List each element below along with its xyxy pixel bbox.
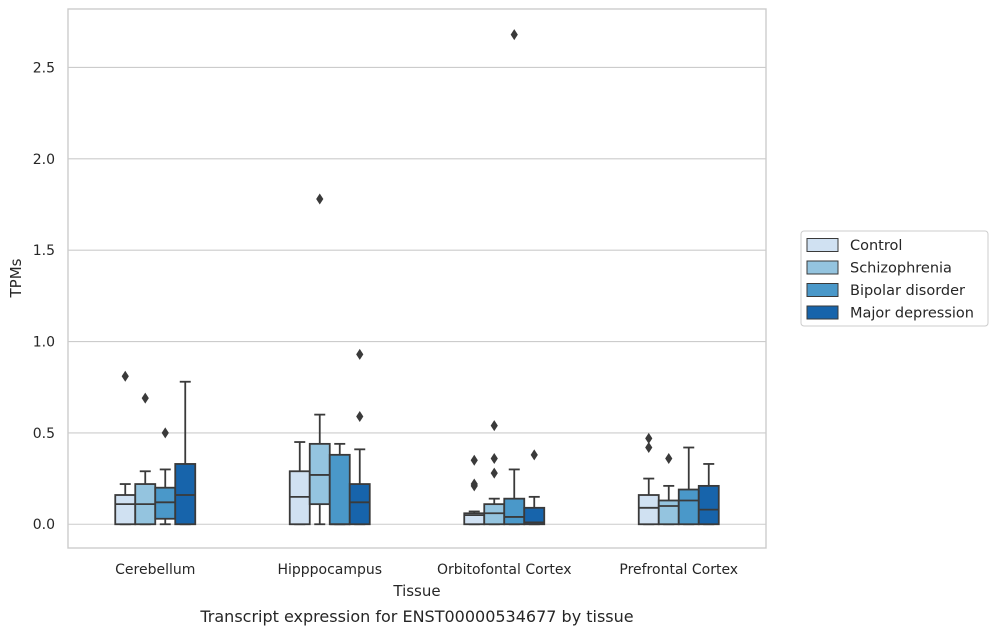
box-control	[288, 441, 311, 526]
outlier-point	[121, 370, 129, 382]
box-body	[154, 486, 177, 520]
x-tick-label: Cerebellum	[115, 562, 195, 578]
y-tick-label: 0.0	[33, 517, 55, 533]
box-major-depression	[348, 348, 371, 526]
box-body	[677, 488, 700, 526]
box-bipolar-disorder	[328, 442, 351, 526]
box-schizophrenia	[657, 452, 680, 526]
box-major-depression	[174, 380, 197, 526]
legend: Control Schizophrenia Bipolar disorder Majo…	[800, 230, 989, 327]
legend-label: Schizophrenia	[850, 261, 952, 277]
box-control	[463, 454, 486, 526]
y-axis-label: TPMs	[7, 258, 25, 298]
plot-area-frame	[67, 8, 767, 549]
y-axis-ticks: 0.0 0.5 1.0 1.5 2.0 2.5	[33, 60, 55, 533]
box-body	[523, 506, 546, 526]
y-tick-label: 1.0	[33, 335, 55, 351]
chart-caption: Transcript expression for ENST0000053467…	[199, 607, 633, 626]
outlier-point	[510, 29, 518, 41]
box-body	[288, 470, 311, 526]
x-tick-label: Orbitofontal Cortex	[437, 562, 572, 578]
outlier-point	[645, 442, 653, 454]
outlier-point	[490, 467, 498, 479]
box-body	[348, 483, 371, 526]
outlier-point	[490, 452, 498, 464]
x-tick-label: Hipppocampus	[277, 562, 382, 578]
outlier-point	[356, 348, 364, 360]
box-body	[503, 497, 526, 526]
outlier-point	[470, 478, 478, 490]
y-tick-label: 1.5	[33, 243, 55, 259]
legend-swatch	[806, 305, 839, 320]
legend-frame	[800, 230, 989, 327]
box-major-depression	[697, 463, 720, 526]
y-tick-label: 2.5	[33, 60, 55, 76]
box-control	[637, 432, 660, 526]
outlier-point	[316, 193, 324, 205]
box-control	[114, 370, 137, 526]
box-body	[483, 503, 506, 526]
legend-label: Bipolar disorder	[850, 283, 965, 299]
outlier-point	[141, 392, 149, 404]
box-body	[114, 494, 137, 526]
box-major-depression	[523, 449, 546, 526]
box-bipolar-disorder	[503, 29, 526, 526]
y-tick-label: 2.0	[33, 152, 55, 168]
y-tick-label: 0.5	[33, 426, 55, 442]
box-schizophrenia	[134, 392, 157, 526]
box-body	[637, 494, 660, 526]
x-axis-categories: Cerebellum Hipppocampus Orbitofontal Corte…	[115, 562, 738, 578]
legend-label: Control	[850, 238, 902, 254]
legend-label: Major depression	[850, 306, 974, 322]
box-body	[697, 484, 720, 526]
box-body	[174, 463, 197, 526]
outlier-point	[490, 420, 498, 432]
legend-swatch	[806, 260, 839, 275]
x-tick-label: Prefrontal Cortex	[619, 562, 738, 578]
x-axis-label: Tissue	[392, 582, 440, 600]
box-schizophrenia	[483, 420, 506, 526]
box-body	[308, 442, 331, 506]
outlier-point	[161, 427, 169, 439]
outlier-point	[645, 432, 653, 444]
outlier-point	[356, 410, 364, 422]
legend-swatch	[806, 283, 839, 297]
outlier-point	[530, 449, 538, 461]
box-bipolar-disorder	[677, 446, 700, 526]
box-body	[657, 499, 680, 526]
box-body	[328, 453, 351, 526]
outlier-point	[665, 452, 673, 464]
box-schizophrenia	[308, 193, 331, 526]
legend-swatch	[806, 238, 839, 252]
outlier-point	[470, 454, 478, 466]
box-groups	[114, 29, 720, 526]
